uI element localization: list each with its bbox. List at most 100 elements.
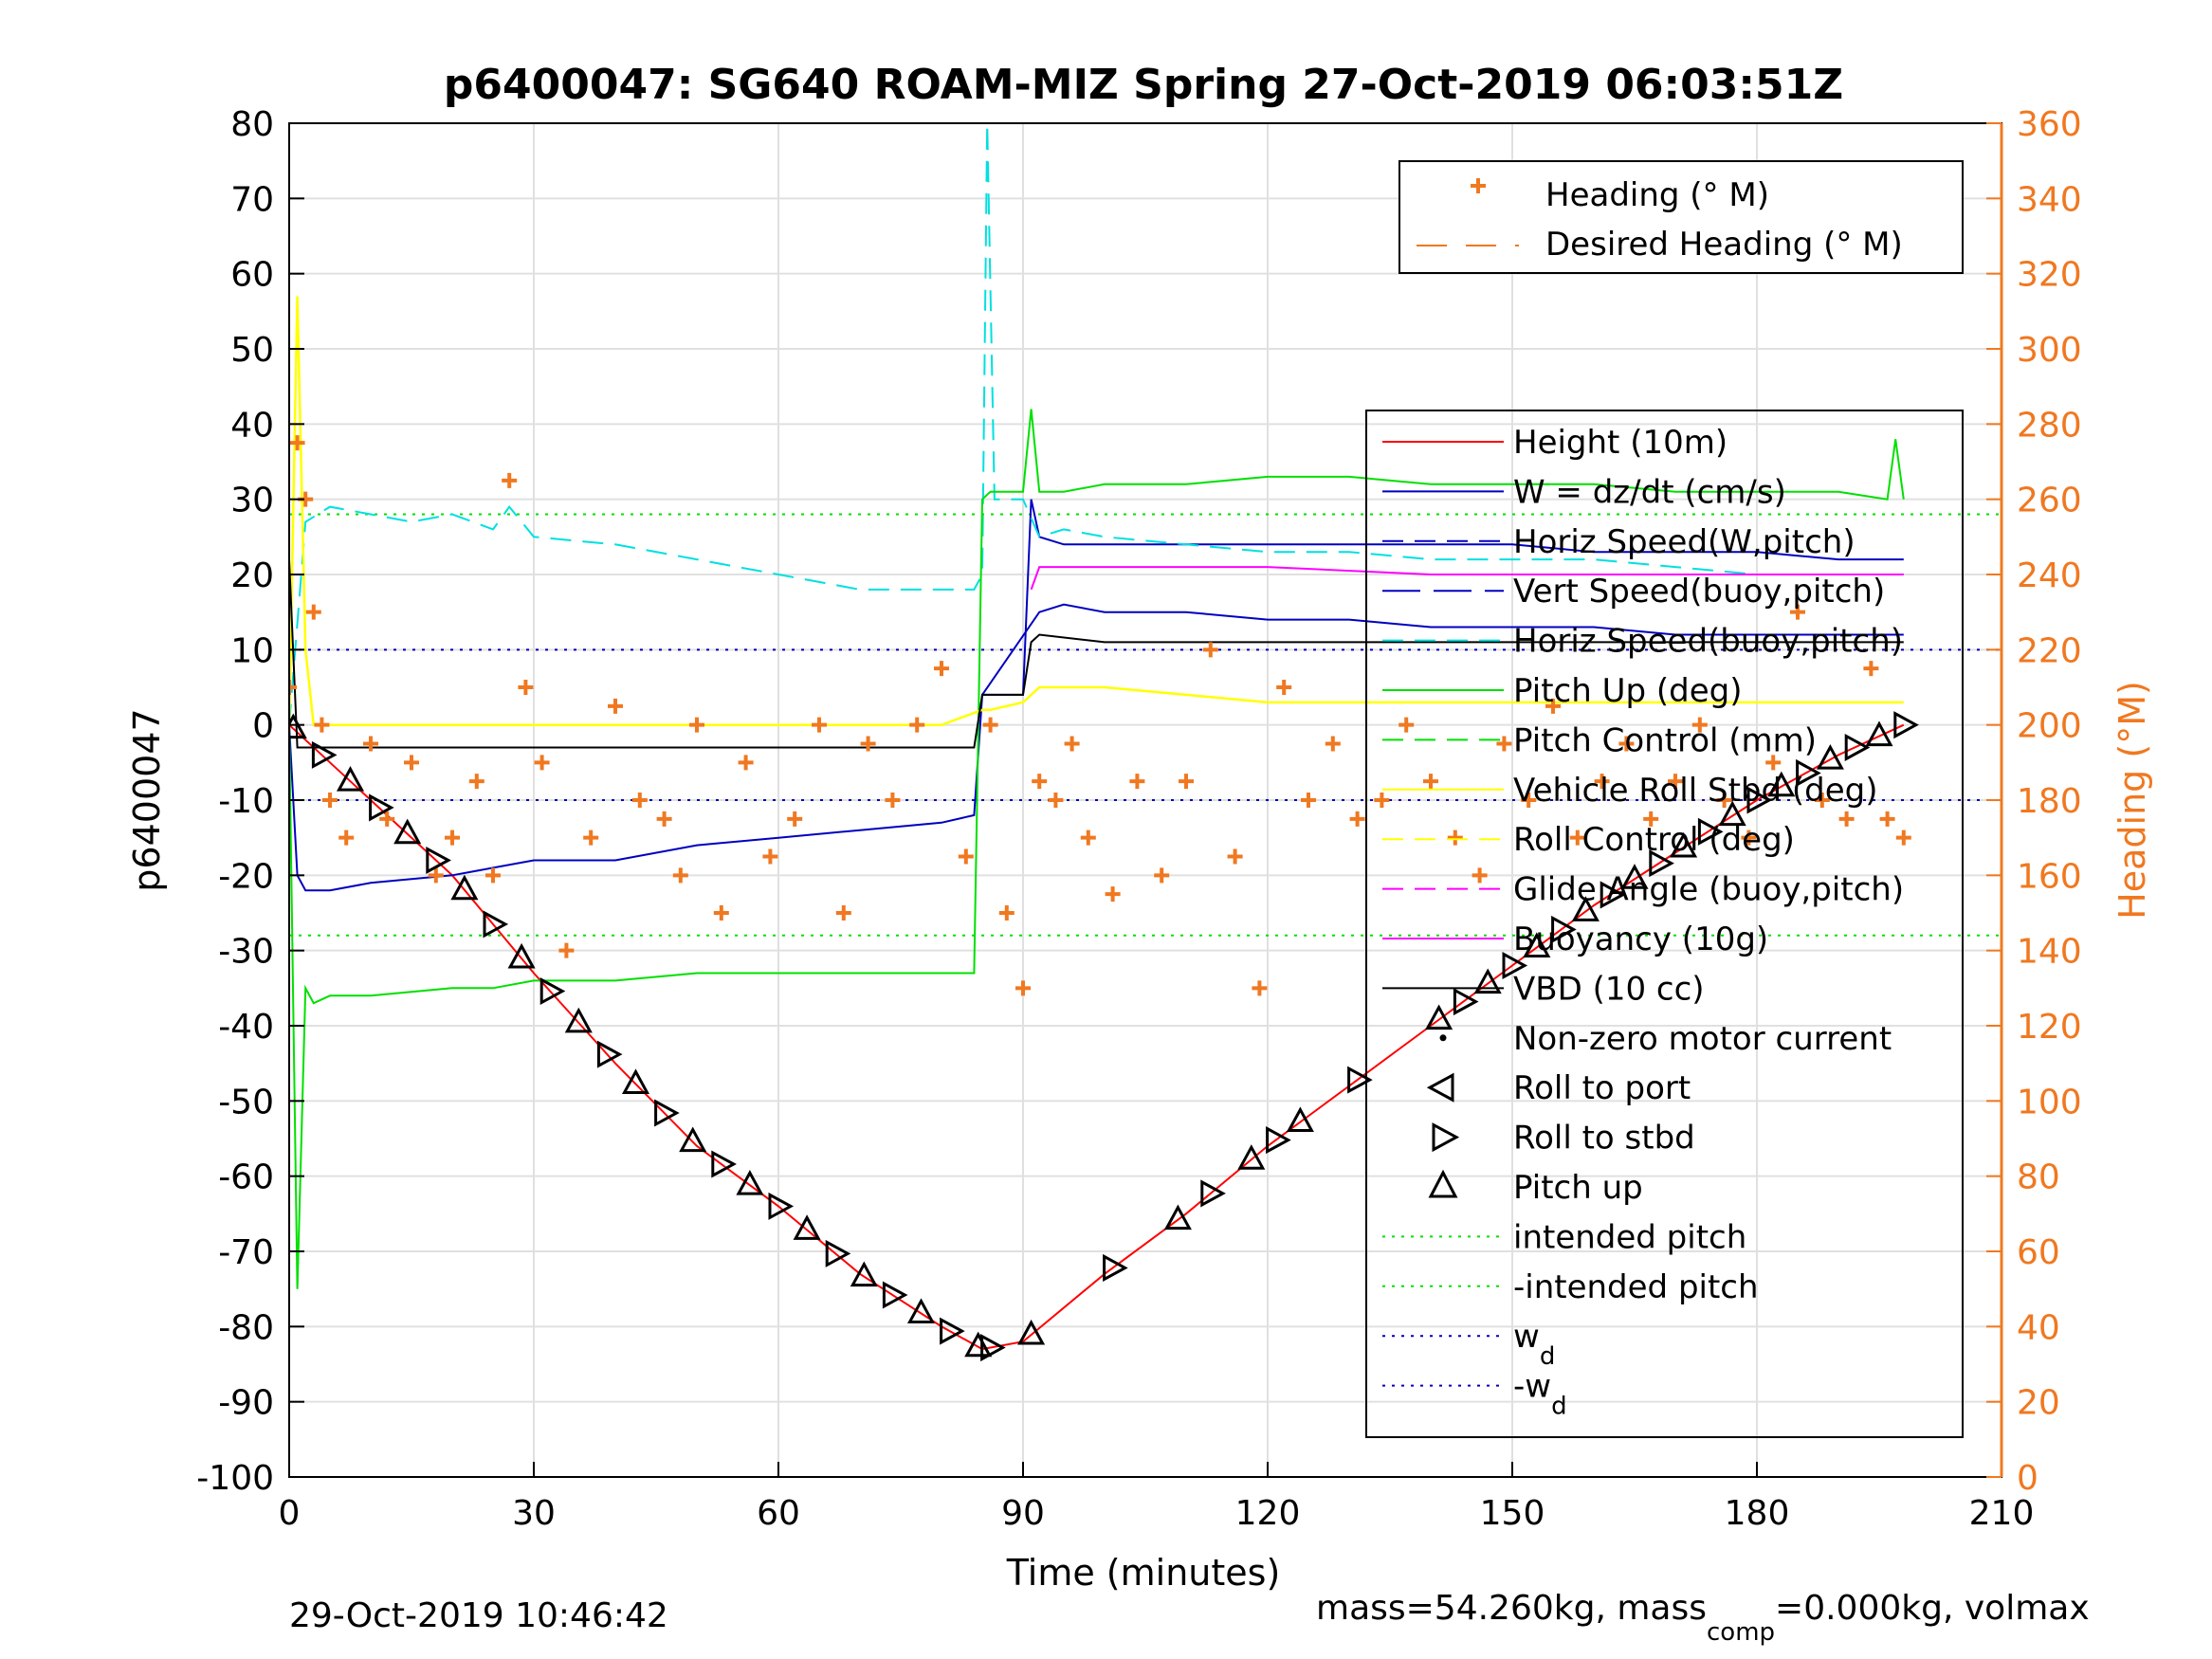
motor-marker [736,1170,764,1195]
motor-marker [768,1192,795,1220]
motor-marker [1523,932,1551,957]
series-pitch-up-deg [289,409,1905,1289]
series-horiz-speed-buoy-pitch [289,123,1904,725]
heading-point [1569,830,1585,846]
heading-point [428,867,444,884]
x-tick-label: 0 [279,1494,301,1533]
x-tick-label: 60 [757,1494,800,1533]
legend-main-label: Pitch Up (deg) [1513,672,1742,710]
heading-point [502,472,518,488]
motor-marker [1865,720,1893,747]
motor-marker [1767,771,1796,797]
legend-main-label: -wd [1513,1368,1567,1421]
motor-marker [426,846,451,874]
motor-marker [1893,711,1919,739]
y-tick-label: 60 [230,256,274,295]
x-axis-label: Time (minutes) [1006,1552,1281,1594]
heading-point [672,867,688,884]
y-tick-label: 50 [230,331,274,370]
y-right-tick-label: 240 [2017,556,2082,595]
x-tick-label: 90 [1001,1494,1045,1533]
heading-point [1179,774,1194,790]
heading-point [1252,980,1268,996]
motor-marker [289,713,307,739]
motor-marker [1473,968,1502,994]
heading-point [289,680,297,695]
heading-point [1202,642,1218,658]
motor-marker [1425,1004,1453,1030]
motor-marker [940,1317,965,1345]
heading-point [1895,830,1911,846]
y-tick-label: 20 [230,556,274,595]
motor-marker [539,976,566,1006]
motor-marker [1718,800,1746,827]
y-tick-label: -30 [218,933,274,972]
x-tick-label: 180 [1725,1494,1790,1533]
heading-point [1618,736,1635,752]
heading-point [1301,793,1316,808]
y-tick-label: 70 [230,180,274,219]
legend-main-label: Roll to port [1513,1069,1691,1107]
y-right-tick-label: 300 [2017,331,2082,370]
series-vbd-10-cc [289,559,1904,749]
x-axis-ticks: 0 30 60 90 120 150 180 210 [279,1462,2034,1533]
y-tick-label: -80 [218,1308,274,1347]
motor-marker [1844,733,1871,761]
motor-marker [507,942,536,969]
legend-roll-stbd-symbol [1432,1122,1460,1153]
y-tick-label: -40 [218,1008,274,1047]
heading-point [812,717,827,733]
heading-point [738,755,754,771]
y-right-tick-label: 60 [2017,1233,2060,1272]
heading-point [1423,774,1438,790]
heading-point [835,905,851,921]
motor-marker [621,1068,650,1094]
footer-mass: mass=54.260kg, masscomp=0.000kg, volmax [1316,1589,2090,1647]
legend-main-label: Buoyancy (10g) [1513,921,1768,958]
heading-point [1863,661,1879,677]
y-right-tick-label: 0 [2017,1459,2038,1498]
heading-point [583,830,599,846]
heading-point [1349,811,1365,827]
heading-point [982,717,998,733]
y-right-tick-label: 200 [2017,707,2082,746]
heading-point [363,736,378,752]
motor-marker [369,793,394,822]
series-buoyancy-10g [1030,566,1904,591]
motor-marker [906,1298,936,1323]
motor-marker [1163,1204,1192,1231]
y-tick-label: -100 [196,1459,274,1498]
motor-marker [850,1261,878,1287]
y-tick-label: 30 [230,482,274,520]
chart-title: p6400047: SG640 ROAM-MIZ Spring 27-Oct-2… [444,61,1843,109]
legend-main-label: -intended pitch [1513,1268,1759,1306]
heading-point [338,830,355,846]
footer-mass-sub: comp [1707,1618,1775,1647]
y-tick-label: 80 [230,105,274,144]
heading-point [1064,736,1080,752]
y-right-tick-label: 360 [2017,105,2082,144]
series-horiz-speed-w-pitch [981,603,1904,696]
motor-marker [1670,831,1698,858]
heading-point [909,717,925,733]
motor-marker [393,818,422,845]
legend-main-label: Non-zero motor current [1513,1020,1892,1058]
motor-marker [1620,864,1649,889]
heading-point [485,867,501,884]
legend-pitch-up-symbol [1428,1169,1458,1198]
legend-main: Height (10m) W = dz/dt (cm/s) Horiz Speed(… [1365,410,1964,1438]
legend-main-label-sub: d [1540,1342,1556,1371]
legend-heading-symbol [1471,178,1486,193]
legend-heading-label: Heading (° M) [1545,176,1769,214]
motor-marker [654,1099,680,1127]
heading-point [305,604,321,620]
heading-point [885,793,901,808]
legend-main-label: Glide Angle (buoy,pitch) [1513,871,1904,909]
motor-marker [1697,817,1724,846]
motor-marker [1746,786,1773,814]
motor-marker [679,1126,707,1153]
heading-point [1691,717,1708,733]
heading-point [713,905,729,921]
heading-point [1521,793,1537,808]
heading-point [289,435,305,451]
